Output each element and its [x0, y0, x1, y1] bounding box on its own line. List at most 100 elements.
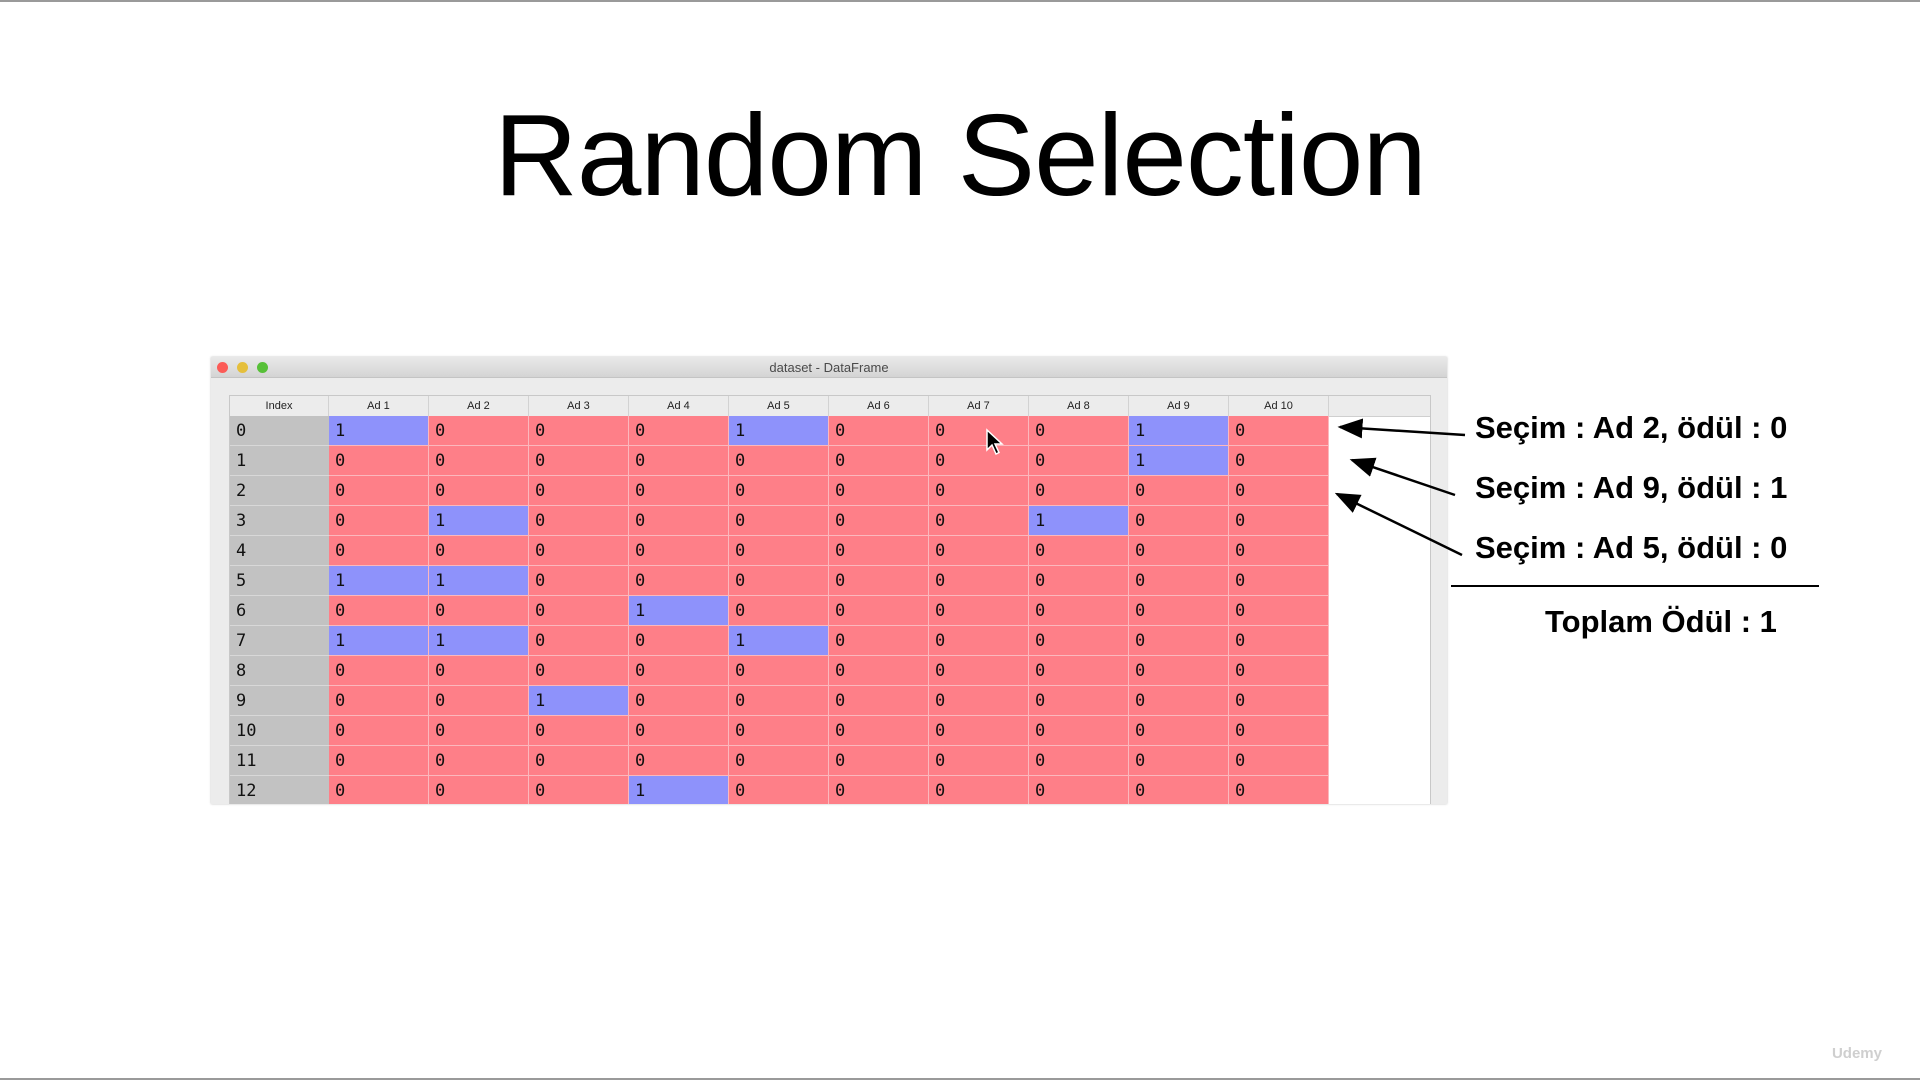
table-cell[interactable]: 0	[429, 446, 529, 476]
column-header[interactable]: Ad 7	[929, 396, 1029, 416]
table-cell[interactable]: 0	[329, 746, 429, 776]
table-cell[interactable]: 0	[629, 656, 729, 686]
table-cell[interactable]: 0	[429, 596, 529, 626]
column-header[interactable]: Ad 1	[329, 396, 429, 416]
table-cell[interactable]: 0	[1029, 536, 1129, 566]
table-cell[interactable]: 0	[829, 746, 929, 776]
table-cell[interactable]: 0	[729, 746, 829, 776]
table-cell[interactable]: 0	[929, 716, 1029, 746]
column-header-index[interactable]: Index	[230, 396, 329, 416]
table-cell[interactable]: 0	[1229, 776, 1329, 804]
table-cell[interactable]: 0	[1029, 656, 1129, 686]
row-index-cell[interactable]: 11	[230, 746, 329, 776]
table-cell[interactable]: 0	[829, 596, 929, 626]
column-header[interactable]: Ad 10	[1229, 396, 1329, 416]
table-cell[interactable]: 0	[1029, 686, 1129, 716]
table-cell[interactable]: 0	[929, 536, 1029, 566]
table-cell[interactable]: 0	[529, 746, 629, 776]
table-cell[interactable]: 0	[629, 416, 729, 446]
table-cell[interactable]: 0	[1129, 596, 1229, 626]
table-cell[interactable]: 0	[329, 686, 429, 716]
table-cell[interactable]: 0	[729, 476, 829, 506]
table-cell[interactable]: 0	[1229, 476, 1329, 506]
table-cell[interactable]: 0	[529, 656, 629, 686]
table-cell[interactable]: 1	[329, 626, 429, 656]
table-cell[interactable]: 1	[429, 566, 529, 596]
table-cell[interactable]: 0	[429, 716, 529, 746]
table-cell[interactable]: 0	[1129, 776, 1229, 804]
table-cell[interactable]: 0	[829, 656, 929, 686]
column-header[interactable]: Ad 5	[729, 396, 829, 416]
table-cell[interactable]: 0	[729, 446, 829, 476]
table-cell[interactable]: 0	[1129, 686, 1229, 716]
table-cell[interactable]: 0	[1229, 686, 1329, 716]
table-cell[interactable]: 0	[1129, 506, 1229, 536]
window-minimize-icon[interactable]	[237, 362, 248, 373]
table-cell[interactable]: 1	[729, 416, 829, 446]
table-cell[interactable]: 0	[829, 476, 929, 506]
row-index-cell[interactable]: 3	[230, 506, 329, 536]
table-cell[interactable]: 0	[929, 656, 1029, 686]
table-cell[interactable]: 0	[1229, 566, 1329, 596]
table-cell[interactable]: 0	[829, 776, 929, 804]
table-cell[interactable]: 0	[529, 626, 629, 656]
table-cell[interactable]: 0	[729, 566, 829, 596]
table-cell[interactable]: 0	[929, 686, 1029, 716]
table-cell[interactable]: 0	[629, 476, 729, 506]
table-cell[interactable]: 0	[329, 536, 429, 566]
table-cell[interactable]: 0	[329, 446, 429, 476]
table-cell[interactable]: 0	[329, 716, 429, 746]
row-index-cell[interactable]: 7	[230, 626, 329, 656]
table-cell[interactable]: 0	[1129, 656, 1229, 686]
table-cell[interactable]: 0	[1029, 746, 1129, 776]
table-cell[interactable]: 0	[529, 716, 629, 746]
table-cell[interactable]: 0	[329, 596, 429, 626]
table-cell[interactable]: 0	[429, 416, 529, 446]
table-cell[interactable]: 0	[1029, 566, 1129, 596]
table-cell[interactable]: 1	[1129, 446, 1229, 476]
table-cell[interactable]: 0	[829, 416, 929, 446]
column-header[interactable]: Ad 8	[1029, 396, 1129, 416]
column-header[interactable]: Ad 3	[529, 396, 629, 416]
row-index-cell[interactable]: 12	[230, 776, 329, 804]
table-cell[interactable]: 0	[929, 566, 1029, 596]
table-cell[interactable]: 0	[729, 686, 829, 716]
table-cell[interactable]: 0	[1229, 506, 1329, 536]
window-close-icon[interactable]	[217, 362, 228, 373]
table-cell[interactable]: 0	[1129, 626, 1229, 656]
table-cell[interactable]: 0	[929, 776, 1029, 804]
table-cell[interactable]: 0	[1029, 776, 1129, 804]
table-cell[interactable]: 0	[429, 776, 529, 804]
row-index-cell[interactable]: 4	[230, 536, 329, 566]
table-cell[interactable]: 0	[829, 686, 929, 716]
table-cell[interactable]: 0	[829, 626, 929, 656]
row-index-cell[interactable]: 5	[230, 566, 329, 596]
table-cell[interactable]: 1	[429, 506, 529, 536]
table-cell[interactable]: 0	[1029, 716, 1129, 746]
table-cell[interactable]: 0	[1129, 476, 1229, 506]
table-cell[interactable]: 0	[1229, 656, 1329, 686]
table-cell[interactable]: 0	[629, 686, 729, 716]
table-cell[interactable]: 0	[529, 476, 629, 506]
table-cell[interactable]: 1	[1029, 506, 1129, 536]
row-index-cell[interactable]: 10	[230, 716, 329, 746]
table-cell[interactable]: 0	[829, 446, 929, 476]
table-cell[interactable]: 0	[1029, 476, 1129, 506]
table-cell[interactable]: 0	[1129, 746, 1229, 776]
row-index-cell[interactable]: 6	[230, 596, 329, 626]
table-cell[interactable]: 0	[1229, 416, 1329, 446]
table-cell[interactable]: 0	[429, 656, 529, 686]
table-cell[interactable]: 1	[329, 416, 429, 446]
table-cell[interactable]: 1	[1129, 416, 1229, 446]
table-cell[interactable]: 1	[529, 686, 629, 716]
row-index-cell[interactable]: 8	[230, 656, 329, 686]
row-index-cell[interactable]: 1	[230, 446, 329, 476]
table-cell[interactable]: 0	[829, 716, 929, 746]
table-cell[interactable]: 0	[429, 746, 529, 776]
table-cell[interactable]: 0	[1229, 746, 1329, 776]
table-cell[interactable]: 0	[529, 536, 629, 566]
table-cell[interactable]: 0	[629, 506, 729, 536]
table-cell[interactable]: 0	[329, 656, 429, 686]
table-cell[interactable]: 0	[929, 446, 1029, 476]
row-index-cell[interactable]: 0	[230, 416, 329, 446]
